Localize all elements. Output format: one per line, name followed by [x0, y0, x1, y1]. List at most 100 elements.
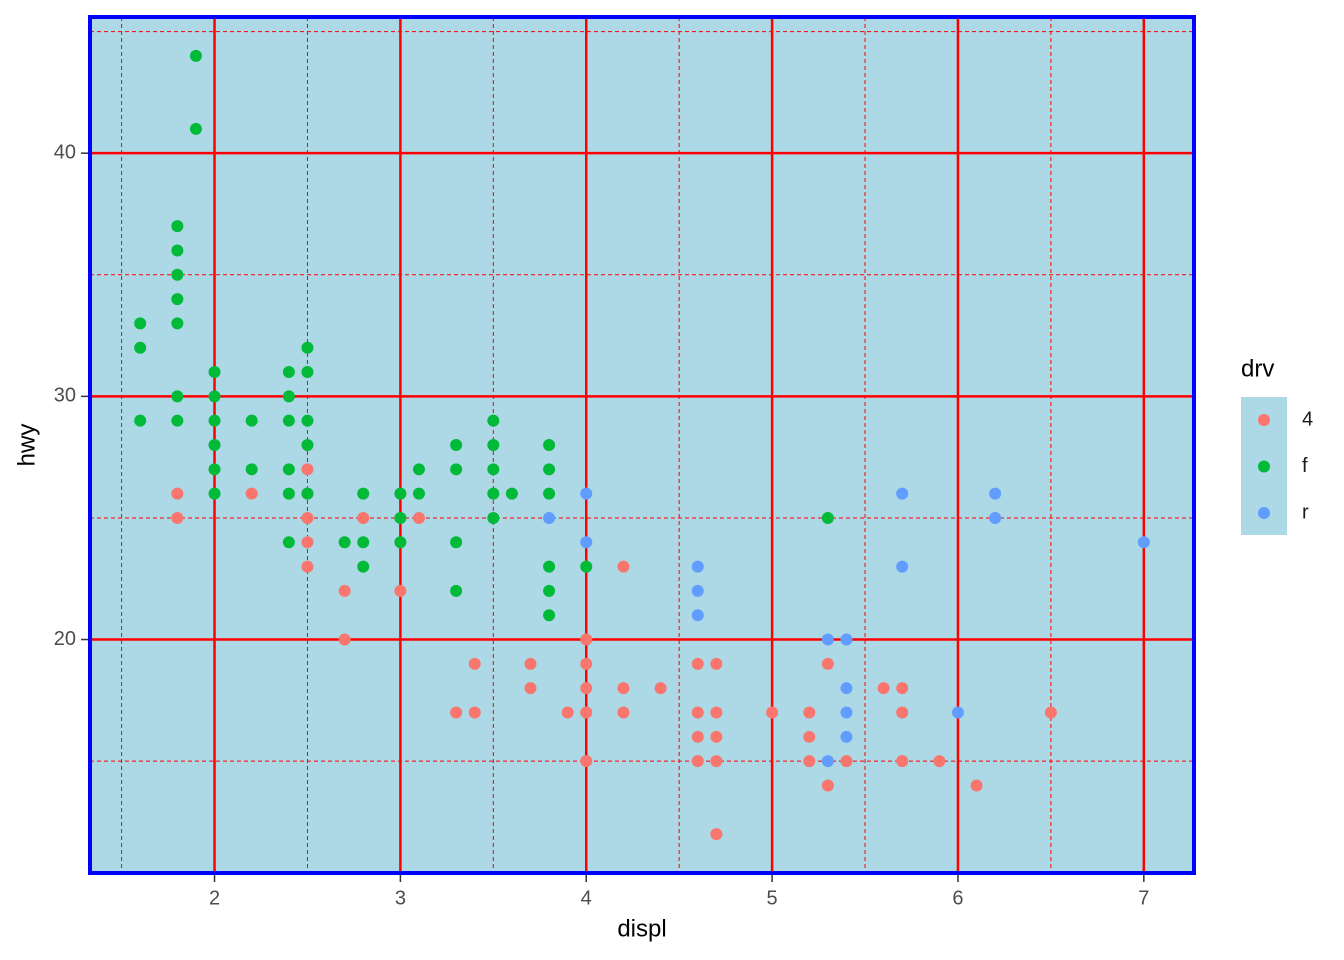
point — [189, 122, 202, 135]
point — [766, 706, 779, 719]
point — [301, 463, 314, 476]
point — [394, 487, 407, 500]
point — [189, 49, 202, 62]
point — [357, 487, 370, 500]
point — [487, 439, 500, 451]
point — [208, 390, 221, 403]
point — [301, 341, 314, 354]
point — [691, 730, 704, 743]
point — [1044, 706, 1057, 719]
y-axis-title: hwy — [13, 424, 40, 467]
point — [654, 682, 667, 695]
point — [803, 706, 816, 719]
point — [171, 487, 184, 500]
legend-key — [1258, 414, 1270, 426]
point — [543, 511, 556, 524]
point — [301, 439, 314, 451]
point — [282, 536, 295, 549]
point — [989, 487, 1002, 500]
x-tick-label: 3 — [395, 887, 406, 909]
point — [171, 293, 184, 306]
point — [821, 657, 834, 670]
y-tick-label: 40 — [54, 141, 76, 163]
x-tick-label: 2 — [209, 887, 220, 909]
point — [821, 511, 834, 524]
point — [171, 244, 184, 257]
point — [896, 755, 909, 768]
point — [505, 487, 518, 500]
point — [301, 560, 314, 573]
point — [580, 657, 593, 670]
point — [710, 755, 723, 768]
point — [450, 439, 463, 451]
point — [580, 755, 593, 768]
point — [487, 487, 500, 500]
point — [282, 390, 295, 403]
point — [1137, 536, 1150, 549]
point — [412, 463, 425, 476]
point — [171, 220, 184, 233]
point — [543, 439, 556, 451]
point — [301, 414, 314, 427]
point — [301, 511, 314, 524]
point — [450, 536, 463, 549]
point — [580, 706, 593, 719]
legend-label: 4 — [1302, 408, 1313, 430]
point — [617, 682, 630, 695]
point — [282, 463, 295, 476]
point — [970, 779, 983, 792]
legend-title: drv — [1241, 355, 1274, 382]
point — [301, 366, 314, 379]
point — [208, 463, 221, 476]
point — [840, 706, 853, 719]
point — [617, 706, 630, 719]
legend-key — [1258, 460, 1270, 473]
point — [208, 366, 221, 379]
point — [282, 366, 295, 379]
point — [134, 341, 147, 354]
grid — [90, 17, 1194, 873]
point — [245, 414, 258, 427]
point — [357, 511, 370, 524]
point — [580, 560, 593, 573]
point — [710, 730, 723, 743]
point — [710, 657, 723, 670]
point — [543, 584, 556, 597]
point — [691, 584, 704, 597]
point — [468, 706, 481, 719]
point — [580, 536, 593, 549]
point — [896, 560, 909, 573]
point — [821, 755, 834, 768]
panel-border — [88, 15, 1196, 875]
legend-label: r — [1302, 501, 1309, 523]
point — [394, 511, 407, 524]
point — [487, 463, 500, 476]
point — [171, 390, 184, 403]
point — [394, 584, 407, 597]
point — [896, 682, 909, 695]
point — [840, 633, 853, 646]
x-tick-label: 5 — [767, 887, 778, 909]
x-tick-label: 7 — [1138, 887, 1149, 909]
point — [877, 682, 890, 695]
legend-key — [1258, 507, 1270, 519]
point — [580, 633, 593, 646]
point — [171, 317, 184, 330]
point — [561, 706, 574, 719]
point — [933, 755, 946, 768]
point — [951, 706, 964, 719]
point — [691, 657, 704, 670]
point — [357, 560, 370, 573]
point — [301, 487, 314, 500]
point — [487, 511, 500, 524]
point — [450, 706, 463, 719]
point — [357, 536, 370, 549]
point — [338, 633, 351, 646]
point — [543, 560, 556, 573]
point — [171, 268, 184, 281]
point — [710, 828, 723, 841]
point — [580, 487, 593, 500]
y-tick-label: 30 — [54, 385, 76, 407]
point — [394, 536, 407, 549]
point — [468, 657, 481, 670]
